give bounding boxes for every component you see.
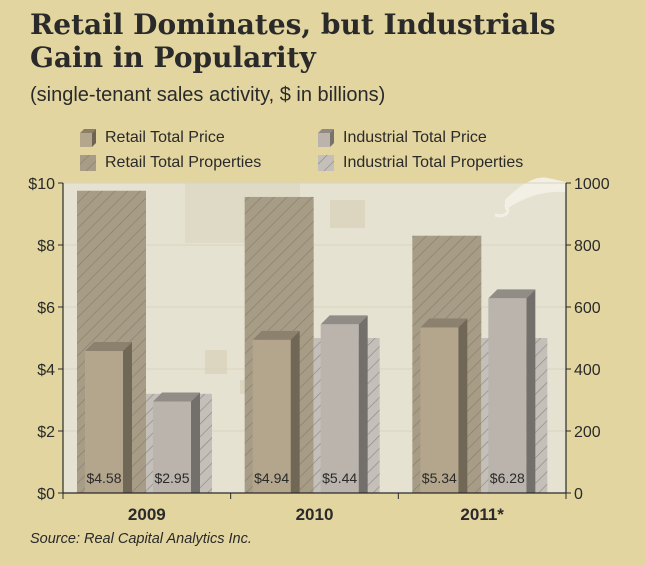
y-right-tick-label: 600 <box>574 300 601 317</box>
legend-swatch-industrial-price-icon <box>318 129 334 147</box>
legend-retail-price: Retail Total Price <box>78 128 225 148</box>
legend-swatch-industrial-properties-icon <box>318 155 334 171</box>
category-label: 2010 <box>296 505 334 524</box>
y-left-tick-label: $0 <box>37 486 55 503</box>
bar-retail-price <box>252 330 300 493</box>
bar-retail-price <box>420 318 468 493</box>
legend-swatch-retail-properties-icon <box>80 155 96 171</box>
legend-label: Retail Total Properties <box>105 154 262 171</box>
y-right-tick-label: 800 <box>574 238 601 255</box>
axes: 2009 2010 2011* $0 $2 $4 $6 $8 $10 0 200 400 600 800 1… <box>28 176 609 524</box>
y-left-tick-label: $10 <box>28 176 55 193</box>
bars: $4.58 $2.95 $4.94 $5.44 $5.34 $6.28 <box>77 190 548 493</box>
bar-industrial-price <box>488 289 536 493</box>
bar-industrial-price <box>153 392 200 493</box>
y-right-tick-label: 200 <box>574 424 601 441</box>
y-right-tick-label: 0 <box>574 486 583 503</box>
y-left-tick-label: $6 <box>37 300 55 317</box>
category-label: 2011* <box>460 505 504 524</box>
y-left-tick-label: $4 <box>37 362 55 379</box>
y-left-tick-label: $8 <box>37 238 55 255</box>
source-note: Source: Real Capital Analytics Inc. <box>30 531 252 547</box>
data-label: $4.94 <box>254 470 289 486</box>
legend-label: Industrial Total Price <box>343 129 487 146</box>
y-right-tick-label: 1000 <box>574 176 610 193</box>
data-label: $4.58 <box>86 470 121 486</box>
data-label: $6.28 <box>490 470 525 486</box>
bar-retail-price <box>85 342 132 493</box>
chart-subtitle: (single-tenant sales activity, $ in bill… <box>30 84 386 106</box>
legend-label: Industrial Total Properties <box>343 154 524 171</box>
data-label: $2.95 <box>154 470 189 486</box>
category-label: 2009 <box>128 505 166 524</box>
bar-industrial-price <box>320 315 368 493</box>
data-label: $5.44 <box>322 470 357 486</box>
y-right-tick-label: 400 <box>574 362 601 379</box>
legend-swatch-retail-price-icon <box>80 129 96 147</box>
y-left-tick-label: $2 <box>37 424 55 441</box>
legend-industrial-price: Industrial Total Price <box>316 128 487 148</box>
chart-title: Retail Dominates, but Industrials Gain i… <box>30 8 556 74</box>
legend-label: Retail Total Price <box>105 129 225 146</box>
legend-retail-properties: Retail Total Properties <box>78 153 261 173</box>
data-label: $5.34 <box>422 470 457 486</box>
legend-industrial-properties: Industrial Total Properties <box>316 153 523 173</box>
